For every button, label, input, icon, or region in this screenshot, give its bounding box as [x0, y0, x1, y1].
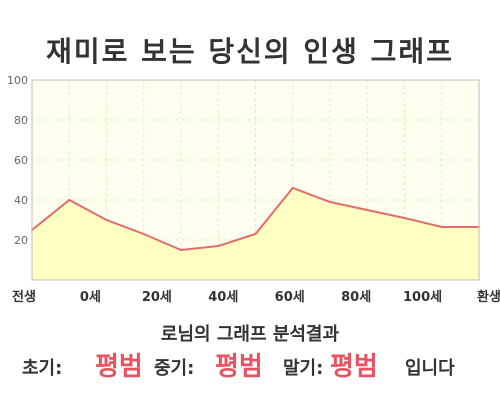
analysis-result: 초기: 평범 중기: 평범 말기: 평범 입니다: [0, 346, 500, 386]
x-tick-label: 40세: [208, 290, 238, 305]
early-label: 초기:: [22, 358, 63, 379]
x-tick-label: 80세: [341, 290, 371, 305]
x-axis-ticks: 전생 0세 20세 40세 60세 80세 100세 환생: [12, 289, 500, 305]
y-axis-ticks: 20 40 60 80 100: [7, 74, 28, 247]
mid-label: 중기:: [154, 358, 195, 379]
data-point: [291, 187, 294, 189]
y-tick-label: 40: [14, 194, 28, 207]
data-point: [105, 219, 108, 221]
data-point: [142, 233, 145, 235]
data-point: [329, 201, 331, 203]
result-suffix: 입니다: [405, 358, 455, 379]
y-tick-label: 100: [7, 74, 28, 87]
y-tick-label: 60: [14, 154, 28, 167]
data-point: [68, 199, 71, 201]
mid-value: 평범: [215, 352, 263, 382]
late-value: 평범: [330, 352, 378, 382]
x-tick-label: 전생: [12, 289, 36, 305]
analysis-heading: 로님의 그래프 분석결과: [160, 324, 340, 345]
data-point: [440, 226, 443, 228]
data-point: [254, 233, 257, 235]
life-graph-chart: 20 40 60 80 100 전생 0세 20세 40세 60세 80세 100세 환생: [7, 74, 500, 305]
data-point: [366, 209, 369, 211]
x-tick-label: 60세: [275, 290, 305, 305]
x-tick-label: 20세: [142, 290, 172, 305]
x-tick-label: 0세: [80, 290, 101, 305]
data-point: [403, 217, 406, 219]
y-tick-label: 20: [14, 234, 28, 247]
x-tick-label: 환생: [477, 289, 500, 305]
plot-frame: [31, 79, 480, 281]
data-point: [180, 249, 182, 251]
data-point: [217, 245, 220, 247]
early-value: 평범: [95, 352, 143, 382]
x-tick-label: 100세: [403, 290, 442, 305]
y-tick-label: 80: [14, 114, 28, 127]
late-label: 말기:: [283, 358, 324, 379]
chart-title: 재미로 보는 당신의 인생 그래프: [46, 35, 454, 68]
